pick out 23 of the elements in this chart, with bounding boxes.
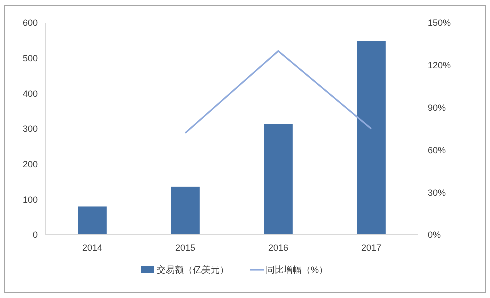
y-tick-label: 200 xyxy=(22,159,38,170)
y2-tick-label: 120% xyxy=(428,60,452,71)
x-tick-label: 2016 xyxy=(268,243,289,253)
y2-tick-label: 0% xyxy=(428,230,442,240)
y2-tick-label: 90% xyxy=(428,102,446,113)
legend-label: 交易额（亿美元） xyxy=(157,265,229,276)
y-tick-label: 300 xyxy=(22,124,38,134)
y-tick-label: 0 xyxy=(32,230,38,240)
bar xyxy=(171,186,200,235)
bar xyxy=(357,41,386,235)
x-tick-label: 2015 xyxy=(175,243,196,253)
x-tick-label: 2014 xyxy=(82,243,103,253)
y-tick-label: 600 xyxy=(22,18,38,28)
y-tick-label: 400 xyxy=(22,88,38,99)
x-tick-label: 2017 xyxy=(361,243,382,253)
bar xyxy=(264,124,293,235)
y2-tick-label: 60% xyxy=(428,145,446,156)
legend-label: 同比增幅（%） xyxy=(266,265,328,276)
y-tick-label: 100 xyxy=(22,194,38,205)
y2-tick-label: 150% xyxy=(428,18,452,28)
bar xyxy=(78,206,107,235)
y-tick-label: 500 xyxy=(22,53,38,64)
y2-tick-label: 30% xyxy=(428,188,446,198)
